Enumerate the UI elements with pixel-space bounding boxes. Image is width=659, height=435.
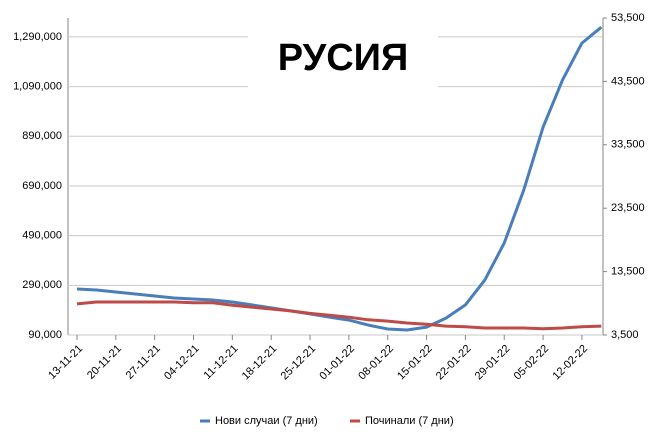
- x-tick-label: 27-11-21: [124, 343, 163, 382]
- y-tick-label: 290,000: [22, 279, 62, 291]
- y2-tick-label: 53,500: [611, 12, 645, 24]
- y-tick-label: 90,000: [28, 329, 62, 341]
- x-tick-label: 01-01-22: [317, 343, 357, 383]
- x-tick-label: 20-11-21: [85, 343, 124, 382]
- y-tick-label: 490,000: [22, 230, 62, 242]
- x-tick-label: 15-01-22: [395, 343, 435, 383]
- y-tick-label: 890,000: [22, 130, 62, 142]
- y-tick-label: 1,290,000: [13, 31, 62, 43]
- y2-tick-label: 33,500: [611, 139, 645, 151]
- chart-title: РУСИЯ: [278, 37, 409, 79]
- title-box: [248, 32, 438, 90]
- x-tick-label: 08-01-22: [356, 343, 396, 383]
- x-tick-label: 22-01-22: [434, 343, 474, 383]
- series-line: [76, 300, 602, 331]
- x-tick-label: 13-11-21: [46, 343, 85, 382]
- x-tick-label: 11-12-21: [201, 343, 240, 382]
- y2-tick-label: 3,500: [611, 329, 639, 341]
- series-line: [76, 26, 603, 332]
- x-tick-label: 29-01-22: [473, 343, 513, 383]
- legend-label: Нови случаи (7 дни): [215, 415, 318, 427]
- x-tick-label: 12-02-22: [550, 343, 590, 383]
- y2-tick-label: 13,500: [611, 266, 645, 278]
- y2-tick-label: 23,500: [611, 202, 645, 214]
- y2-tick-label: 43,500: [611, 75, 645, 87]
- y-tick-label: 690,000: [22, 180, 62, 192]
- x-tick-label: 25-12-21: [279, 343, 319, 383]
- x-tick-label: 18-12-21: [240, 343, 280, 383]
- legend-label: Починали (7 дни): [365, 415, 454, 427]
- y-tick-label: 1,090,000: [13, 80, 62, 92]
- x-tick-label: 05-02-22: [512, 343, 552, 383]
- x-tick-label: 04-12-21: [162, 343, 202, 383]
